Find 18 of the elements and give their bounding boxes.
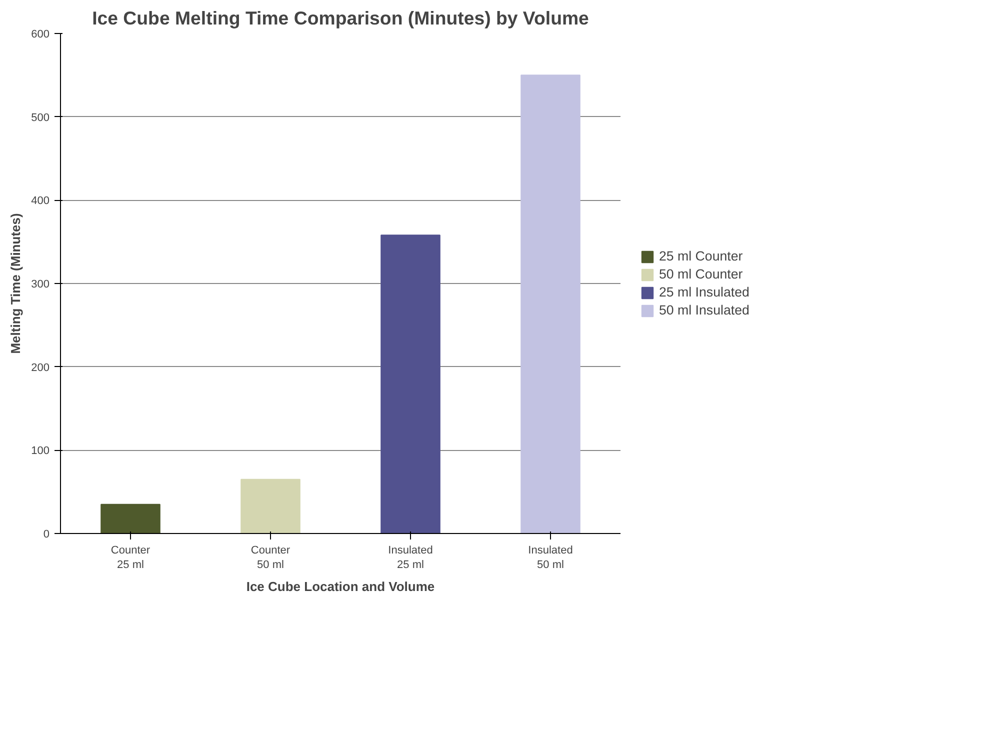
- y-tick-label: 600: [31, 28, 50, 40]
- x-tick-label: Counter 25 ml: [110, 544, 150, 571]
- y-axis-title: Melting Time (Minutes): [8, 213, 24, 354]
- x-tick-label: Insulated 25 ml: [388, 544, 433, 571]
- x-tick-label: Insulated 50 ml: [528, 544, 573, 571]
- legend-label: 50 ml Insulated: [659, 302, 750, 318]
- y-tick-label: 500: [31, 112, 50, 124]
- y-tick-label: 300: [31, 278, 50, 290]
- legend-label: 25 ml Counter: [659, 248, 743, 264]
- x-tick-label: Counter 50 ml: [250, 544, 290, 571]
- y-tick-label: 400: [31, 195, 50, 208]
- y-tick-label: 200: [31, 362, 50, 374]
- legend-label: 50 ml Counter: [659, 266, 743, 282]
- x-axis-title: Ice Cube Location and Volume: [246, 578, 435, 594]
- chart-title: Ice Cube Melting Time Comparison (Minutes) by Volume: [92, 8, 589, 28]
- legend-label: 25 ml Insulated: [659, 284, 750, 300]
- y-tick-label: 100: [31, 445, 50, 458]
- y-tick-label: 0: [43, 528, 50, 540]
